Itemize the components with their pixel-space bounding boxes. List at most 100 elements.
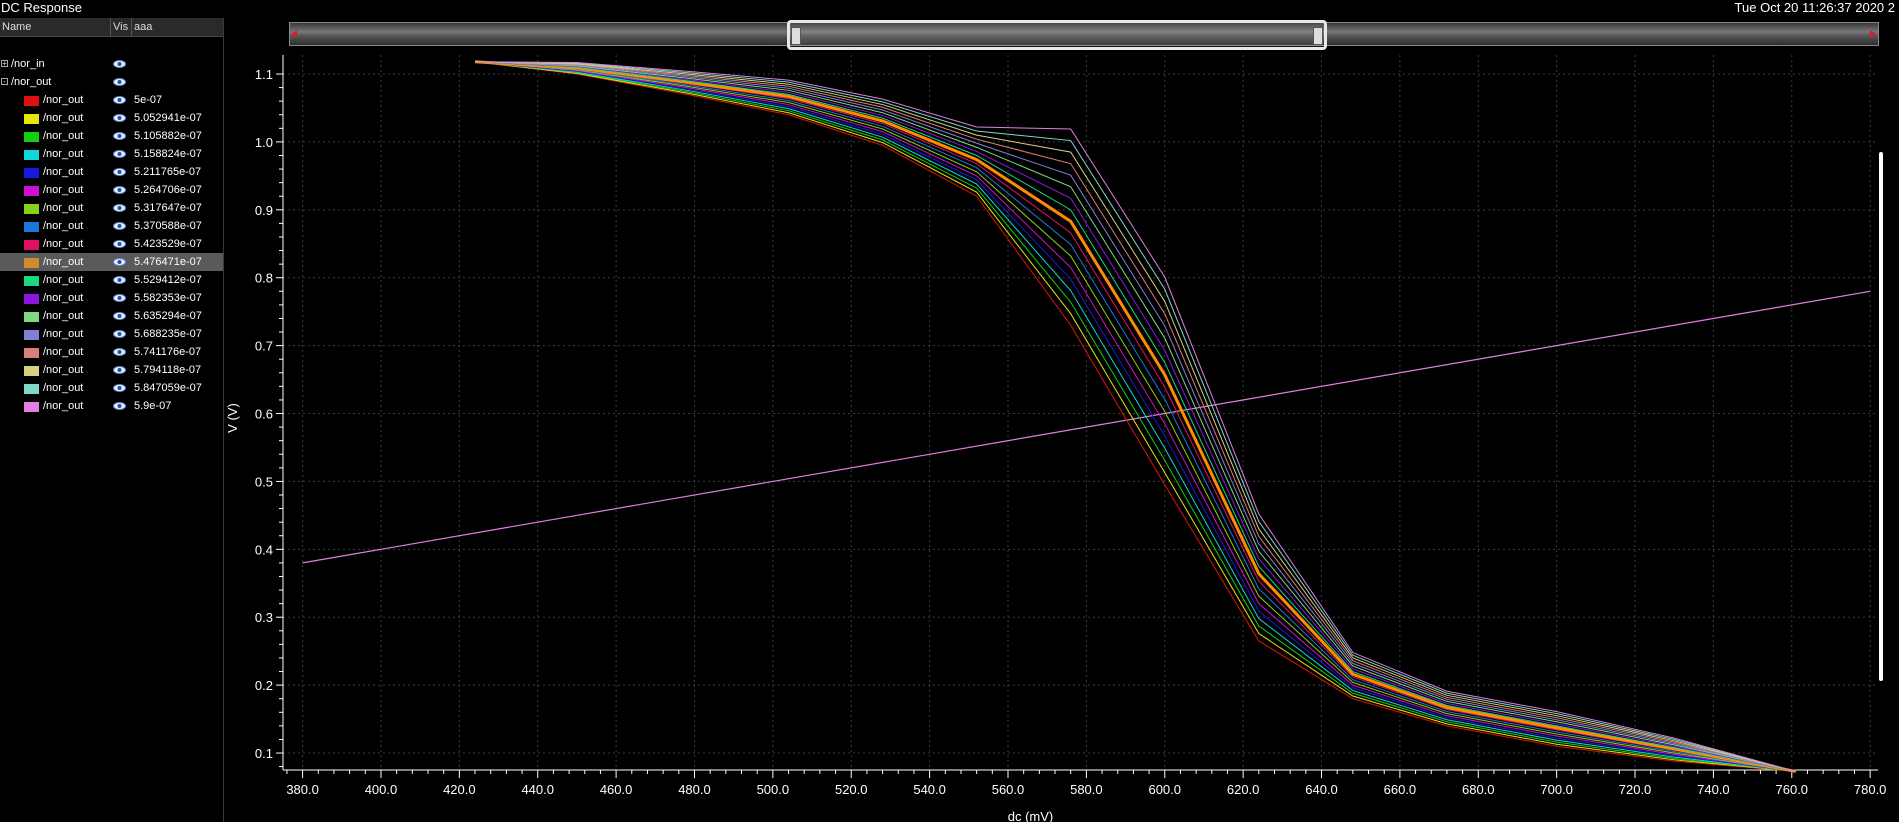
trace-color-swatch[interactable] (24, 384, 39, 394)
trace-color-swatch[interactable] (24, 348, 39, 358)
visibility-eye-icon[interactable] (113, 330, 126, 338)
x-tick-label: 540.0 (913, 782, 946, 797)
trace-color-swatch[interactable] (24, 312, 39, 322)
signal-row[interactable]: +/nor_in (0, 55, 223, 73)
x-axis-label: dc (mV) (1008, 809, 1054, 822)
visibility-eye-icon[interactable] (113, 240, 126, 248)
sweep-trace-row[interactable]: /nor_out 5.158824e-07 (0, 145, 223, 163)
sweep-trace-row[interactable]: /nor_out 5.847059e-07 (0, 379, 223, 397)
sweep-trace-row[interactable]: /nor_out 5.9e-07 (0, 397, 223, 415)
visibility-eye-icon[interactable] (113, 312, 126, 320)
sweep-trace-row[interactable]: /nor_out 5.635294e-07 (0, 307, 223, 325)
sweep-trace-row[interactable]: /nor_out 5e-07 (0, 91, 223, 109)
trace-label: /nor_out (43, 112, 84, 124)
x-tick-label: 780.0 (1854, 782, 1887, 797)
sweep-trace-row[interactable]: /nor_out 5.529412e-07 (0, 271, 223, 289)
sweep-trace-row[interactable]: /nor_out 5.317647e-07 (0, 199, 223, 217)
column-header-name[interactable]: Name (0, 18, 111, 36)
x-tick-label: 380.0 (286, 782, 319, 797)
visibility-eye-icon[interactable] (113, 276, 126, 284)
trace-param-value: 5.423529e-07 (134, 238, 202, 250)
trace-color-swatch[interactable] (24, 132, 39, 142)
visibility-eye-icon[interactable] (113, 366, 126, 374)
trace-color-swatch[interactable] (24, 258, 39, 268)
column-header-vis[interactable]: Vis (111, 18, 132, 36)
sweep-trace-row[interactable]: /nor_out 5.476471e-07 (0, 253, 223, 271)
sweep-trace-row[interactable]: /nor_out 5.794118e-07 (0, 361, 223, 379)
visibility-eye-icon[interactable] (113, 150, 126, 158)
trace-color-swatch[interactable] (24, 222, 39, 232)
visibility-eye-icon[interactable] (113, 132, 126, 140)
y-tick-label: 0.7 (255, 339, 273, 354)
trace-color-swatch[interactable] (24, 96, 39, 106)
zoom-handle-left[interactable] (791, 27, 801, 45)
trace-label: /nor_out (43, 256, 84, 268)
trace-color-swatch[interactable] (24, 204, 39, 214)
x-tick-label: 740.0 (1697, 782, 1730, 797)
nor-out-series-line-4 (474, 61, 1796, 772)
trace-color-swatch[interactable] (24, 294, 39, 304)
trace-color-swatch[interactable] (24, 366, 39, 376)
overview-bar[interactable] (289, 22, 1879, 46)
y-tick-label: 0.9 (255, 203, 273, 218)
panel-header: Name Vis aaa (0, 18, 223, 37)
trace-color-swatch[interactable] (24, 114, 39, 124)
sweep-trace-row[interactable]: /nor_out 5.370588e-07 (0, 217, 223, 235)
visibility-eye-icon[interactable] (113, 348, 126, 356)
trace-param-value: 5e-07 (134, 94, 163, 106)
trace-param-value: 5.847059e-07 (134, 382, 202, 394)
visibility-eye-icon[interactable] (113, 96, 126, 104)
nor-out-series-line-8 (474, 61, 1796, 772)
trace-label: /nor_out (43, 400, 84, 412)
visibility-eye-icon[interactable] (113, 168, 126, 176)
trace-color-swatch[interactable] (24, 186, 39, 196)
visibility-eye-icon[interactable] (113, 258, 126, 266)
sweep-trace-row[interactable]: /nor_out 5.052941e-07 (0, 109, 223, 127)
column-header-aaa[interactable]: aaa (134, 21, 153, 33)
scroll-right-icon[interactable] (1870, 30, 1876, 38)
trace-color-swatch[interactable] (24, 150, 39, 160)
trace-color-swatch[interactable] (24, 276, 39, 286)
trace-color-swatch[interactable] (24, 240, 39, 250)
vertical-scrollbar[interactable] (1879, 152, 1883, 681)
trace-param-value: 5.529412e-07 (134, 274, 202, 286)
trace-color-swatch[interactable] (24, 168, 39, 178)
visibility-eye-icon[interactable] (113, 60, 126, 68)
x-tick-label: 420.0 (443, 782, 476, 797)
sweep-trace-row[interactable]: /nor_out 5.423529e-07 (0, 235, 223, 253)
trace-param-value: 5.264706e-07 (134, 184, 202, 196)
trace-label: /nor_out (43, 166, 84, 178)
trace-label: /nor_out (43, 310, 84, 322)
visibility-eye-icon[interactable] (113, 186, 126, 194)
visibility-eye-icon[interactable] (113, 384, 126, 392)
scroll-left-icon[interactable] (291, 30, 297, 38)
sweep-trace-row[interactable]: /nor_out 5.582353e-07 (0, 289, 223, 307)
visibility-eye-icon[interactable] (113, 222, 126, 230)
sweep-trace-row[interactable]: /nor_out 5.105882e-07 (0, 127, 223, 145)
x-tick-label: 580.0 (1070, 782, 1103, 797)
trace-color-swatch[interactable] (24, 330, 39, 340)
visibility-eye-icon[interactable] (113, 78, 126, 86)
nor-out-series-line-10 (475, 61, 1796, 772)
signal-row[interactable]: -/nor_out (0, 73, 223, 91)
trace-param-value: 5.317647e-07 (134, 202, 202, 214)
visibility-eye-icon[interactable] (113, 294, 126, 302)
visibility-eye-icon[interactable] (113, 402, 126, 410)
trace-label: /nor_out (43, 238, 84, 250)
sweep-trace-row[interactable]: /nor_out 5.741176e-07 (0, 343, 223, 361)
overview-zoom-window[interactable] (787, 20, 1327, 50)
zoom-handle-right[interactable] (1313, 27, 1323, 45)
trace-color-swatch[interactable] (24, 402, 39, 412)
expand-toggle-icon[interactable]: + (1, 59, 8, 68)
visibility-eye-icon[interactable] (113, 204, 126, 212)
sweep-trace-row[interactable]: /nor_out 5.211765e-07 (0, 163, 223, 181)
nor-out-series-line-1 (474, 61, 1796, 772)
sweep-trace-row[interactable]: /nor_out 5.688235e-07 (0, 325, 223, 343)
sweep-trace-row[interactable]: /nor_out 5.264706e-07 (0, 181, 223, 199)
trace-label: /nor_out (43, 382, 84, 394)
visibility-eye-icon[interactable] (113, 114, 126, 122)
nor-out-series-line-2 (474, 61, 1796, 772)
expand-toggle-icon[interactable]: - (1, 78, 8, 86)
y-tick-label: 0.4 (255, 542, 273, 557)
